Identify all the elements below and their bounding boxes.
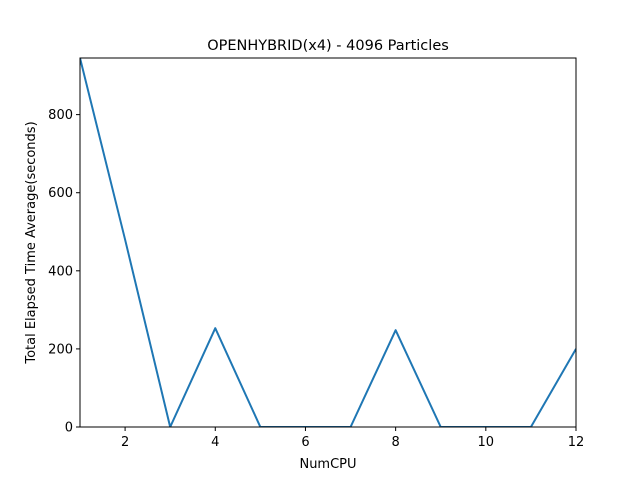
y-tick-label: 400 <box>48 264 73 279</box>
x-axis-ticks: 2 4 6 8 10 12 <box>121 427 584 450</box>
axes-frame <box>79 57 577 428</box>
x-tick-label: 4 <box>211 435 219 450</box>
x-tick-label: 2 <box>121 435 129 450</box>
y-axis-label: Total Elapsed Time Average(seconds) <box>24 121 39 364</box>
y-axis-ticks: 0 200 400 600 800 <box>48 108 80 436</box>
x-axis-label: NumCPU <box>299 457 356 472</box>
plot-area <box>80 58 576 427</box>
y-tick-label: 800 <box>48 108 73 123</box>
y-tick-label: 0 <box>65 421 73 436</box>
y-tick-label: 200 <box>48 342 73 357</box>
chart-title: OPENHYBRID(x4) - 4096 Particles <box>207 38 449 54</box>
x-tick-label: 6 <box>301 435 309 450</box>
y-tick-label: 600 <box>48 186 73 201</box>
x-tick-label: 10 <box>478 435 495 450</box>
x-tick-label: 8 <box>391 435 399 450</box>
series-line-1 <box>80 58 576 427</box>
x-tick-label: 12 <box>568 435 585 450</box>
